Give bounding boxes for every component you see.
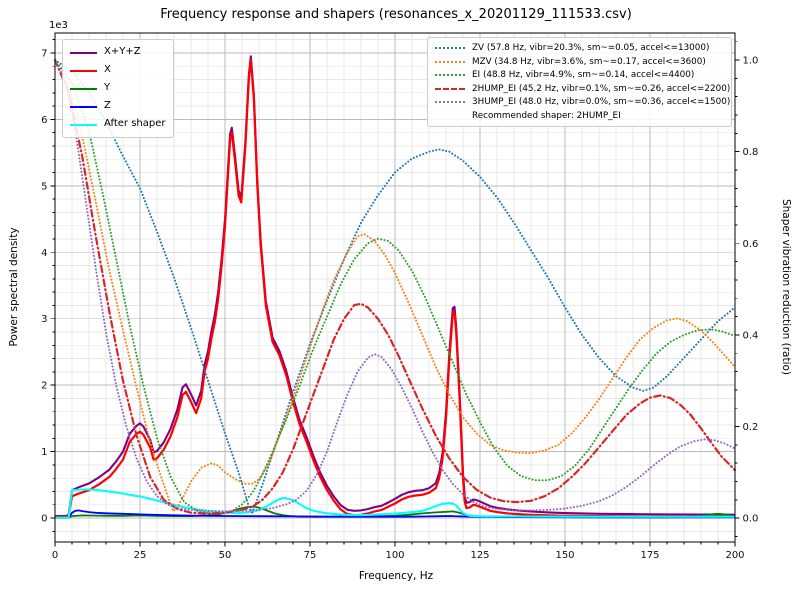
legend-item: EI (48.8 Hz, vibr=4.9%, sm~=0.14, accel<… (435, 70, 724, 81)
legend-shapers: ZV (57.8 Hz, vibr=20.3%, sm~=0.05, accel… (427, 37, 732, 128)
plot-spines (54, 32, 736, 543)
legend-item-label: Z (104, 100, 111, 112)
y-left-tick-label: 4 (41, 248, 47, 259)
legend-item: 3HUMP_EI (48.0 Hz, vibr=0.0%, sm~=0.36, … (435, 97, 730, 108)
legend-line-icon (435, 101, 465, 104)
legend-item: X+Y+Z (70, 46, 166, 59)
series-lines (53, 55, 737, 519)
legend-line-icon (70, 51, 97, 54)
series-MZV (54, 59, 736, 513)
x-tick-label: 25 (134, 550, 147, 561)
series-After shaper (55, 488, 735, 519)
x-tick-label: 200 (725, 550, 744, 561)
legend-line-icon (435, 47, 465, 50)
legend-item-label: After shaper (104, 118, 166, 130)
legend-item-label: 3HUMP_EI (48.0 Hz, vibr=0.0%, sm~=0.36, … (472, 97, 731, 108)
y-axis-label-right: Shaper vibration reduction (ratio) (780, 198, 792, 376)
legend-item: 2HUMP_EI (45.2 Hz, vibr=0.1%, sm~=0.26, … (435, 84, 730, 95)
series-2HUMP_EI (53, 58, 737, 515)
legend-line-icon (435, 87, 465, 90)
legend-item-label: MZV (34.8 Hz, vibr=3.6%, sm~=0.17, accel… (472, 56, 706, 67)
series-X (55, 58, 736, 518)
y-right-tick-label: 0.6 (743, 239, 759, 250)
y-left-tick-label: 2 (41, 381, 47, 392)
x-tick-label: 100 (385, 550, 404, 561)
series-Z (55, 509, 736, 519)
x-tick-label: 175 (640, 550, 659, 561)
series-X+Y+Z (55, 55, 736, 518)
chart-title: Frequency response and shapers (resonanc… (160, 7, 632, 22)
y-right-tick-label: 0.2 (743, 422, 759, 433)
y-right-tick-label: 0.0 (743, 514, 759, 525)
recommended-shaper-note: Recommended shaper: 2HUMP_EI (472, 110, 621, 121)
legend-item-label: ZV (57.8 Hz, vibr=20.3%, sm~=0.05, accel… (472, 43, 710, 53)
legend-note-row: Recommended shaper: 2HUMP_EI (435, 111, 724, 122)
legend-line-icon (70, 69, 97, 72)
legend-item: ZV (57.8 Hz, vibr=20.3%, sm~=0.05, accel… (435, 43, 724, 54)
x-tick-label: 0 (52, 550, 58, 561)
legend-item-label: 2HUMP_EI (45.2 Hz, vibr=0.1%, sm~=0.26, … (472, 83, 731, 94)
legend-item: X (70, 64, 166, 77)
y-left-tick-label: 1 (41, 447, 47, 458)
x-tick-label: 125 (470, 550, 489, 561)
legend-item-label: X (104, 64, 111, 76)
y-left-tick-label: 6 (41, 115, 47, 126)
legend-item-label: EI (48.8 Hz, vibr=4.9%, sm~=0.14, accel<… (472, 70, 695, 81)
y-right-tick-label: 0.8 (743, 147, 759, 158)
legend-line-icon (435, 60, 465, 63)
legend-item: Y (70, 82, 166, 95)
legend-item-label: X+Y+Z (104, 46, 141, 58)
x-tick-label: 150 (555, 550, 574, 561)
y-right-tick-label: 1.0 (743, 56, 759, 67)
legend-line-icon (70, 87, 97, 90)
y-axis-offset-label: 1e3 (49, 20, 68, 31)
x-axis-label: Frequency, Hz (358, 570, 434, 582)
legend-line-icon (70, 105, 97, 108)
series-ZV (54, 59, 736, 514)
legend-line-icon (435, 74, 465, 77)
x-tick-label: 75 (304, 550, 317, 561)
legend-psd: X+Y+Z X Y Z After shaper (62, 39, 174, 138)
series-3HUMP_EI (54, 59, 736, 513)
y-right-tick-label: 0.4 (743, 330, 759, 341)
legend-item: After shaper (70, 118, 166, 131)
y-left-tick-label: 7 (41, 48, 47, 59)
tick-labels: 0 25 50 75 100 125 150 175 200 0 1 2 3 4 5 6 7 0.0 0.2 0.4 0… (41, 48, 758, 561)
series-EI (54, 59, 736, 515)
x-tick-label: 50 (219, 550, 232, 561)
y-left-tick-label: 3 (41, 314, 47, 325)
legend-item-label: Y (104, 82, 111, 94)
legend-line-icon (70, 123, 97, 126)
y-left-tick-label: 5 (41, 181, 47, 192)
y-axis-label-left: Power spectral density (8, 227, 20, 347)
legend-item: Z (70, 100, 166, 113)
legend-item: MZV (34.8 Hz, vibr=3.6%, sm~=0.17, accel… (435, 57, 724, 68)
y-left-tick-label: 0 (41, 514, 47, 525)
